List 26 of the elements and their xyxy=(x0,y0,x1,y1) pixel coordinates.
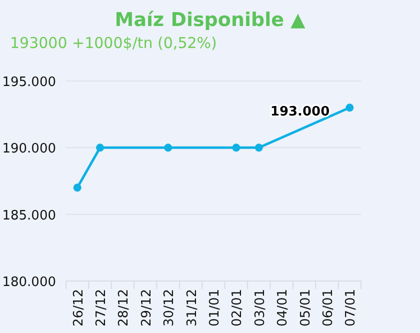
point xyxy=(232,144,240,152)
x-tick-label: 31/12 xyxy=(184,289,200,326)
x-tick-label: 29/12 xyxy=(139,289,154,326)
x-tick-label: 07/01 xyxy=(344,289,359,326)
x-tick-label: 06/01 xyxy=(320,289,336,326)
chart-title: Maíz Disponible ▲ xyxy=(114,9,306,31)
x-tick-label: 28/12 xyxy=(116,289,132,326)
y-tick-label: 190.000 xyxy=(2,142,56,157)
x-tick-label: 03/01 xyxy=(252,289,268,326)
x-tick-label: 27/12 xyxy=(94,289,110,326)
point xyxy=(96,144,104,152)
chart-subtitle: 193000 +1000$/tn (0,52%) xyxy=(10,34,217,52)
y-tick-label: 185.000 xyxy=(2,208,56,224)
point xyxy=(73,184,82,192)
point xyxy=(254,144,263,152)
x-tick-label: 04/01 xyxy=(276,289,291,326)
x-tick-label: 02/01 xyxy=(230,289,246,326)
y-tick-label: 180.000 xyxy=(2,275,56,290)
annotation: 193.000 xyxy=(270,104,330,120)
x-tick-label: 01/01 xyxy=(208,289,222,326)
x-tick-label: 26/12 xyxy=(71,289,86,326)
y-tick-label: 195.000 xyxy=(2,75,56,90)
x-tick-label: 30/12 xyxy=(162,289,178,326)
x-tick-label: 05/01 xyxy=(298,289,314,326)
point xyxy=(346,104,354,112)
point xyxy=(164,144,172,152)
